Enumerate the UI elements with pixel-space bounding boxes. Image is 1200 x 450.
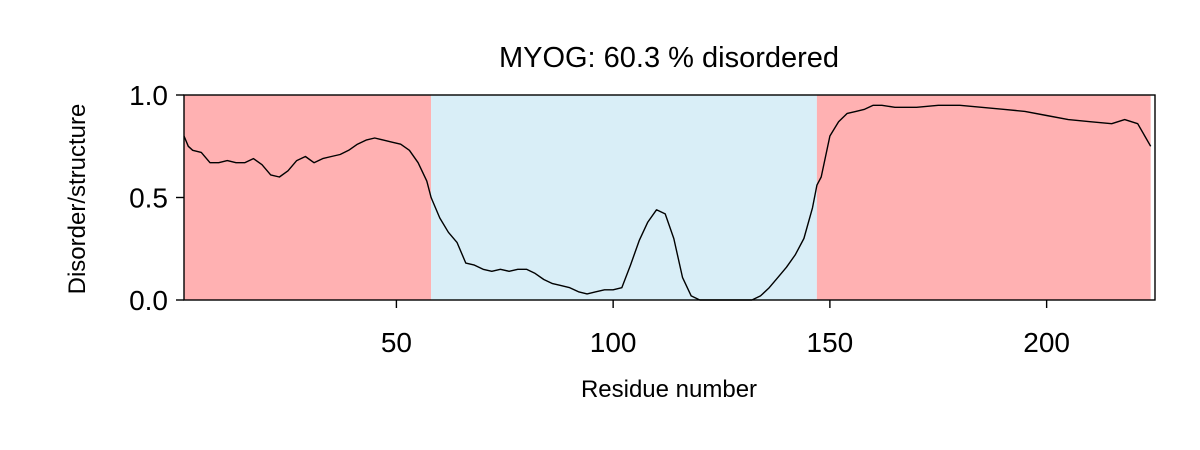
- region-disordered-0: [184, 95, 432, 300]
- y-tick-label: 1.0: [129, 80, 168, 111]
- x-tick-label: 200: [1023, 327, 1070, 358]
- y-tick-label: 0.5: [129, 183, 168, 214]
- x-tick-label: 50: [381, 327, 412, 358]
- series-line-disorder: [183, 104, 1152, 301]
- y-axis-ticks: 0.0 0.5 1.0: [129, 80, 184, 316]
- x-tick-label: 150: [807, 327, 854, 358]
- chart-title: MYOG: 60.3 % disordered: [499, 42, 839, 74]
- x-axis-label: Residue number: [581, 376, 757, 403]
- y-axis-label: Disorder/structure: [64, 104, 91, 295]
- x-tick-label: 100: [590, 327, 637, 358]
- series-layer: [183, 104, 1152, 301]
- region-disordered-2: [816, 95, 1151, 300]
- y-tick-label: 0.0: [129, 285, 168, 316]
- region-structured-1: [431, 95, 817, 300]
- x-axis-ticks: 50 100 150 200: [381, 300, 1070, 358]
- region-layer: [184, 95, 1151, 300]
